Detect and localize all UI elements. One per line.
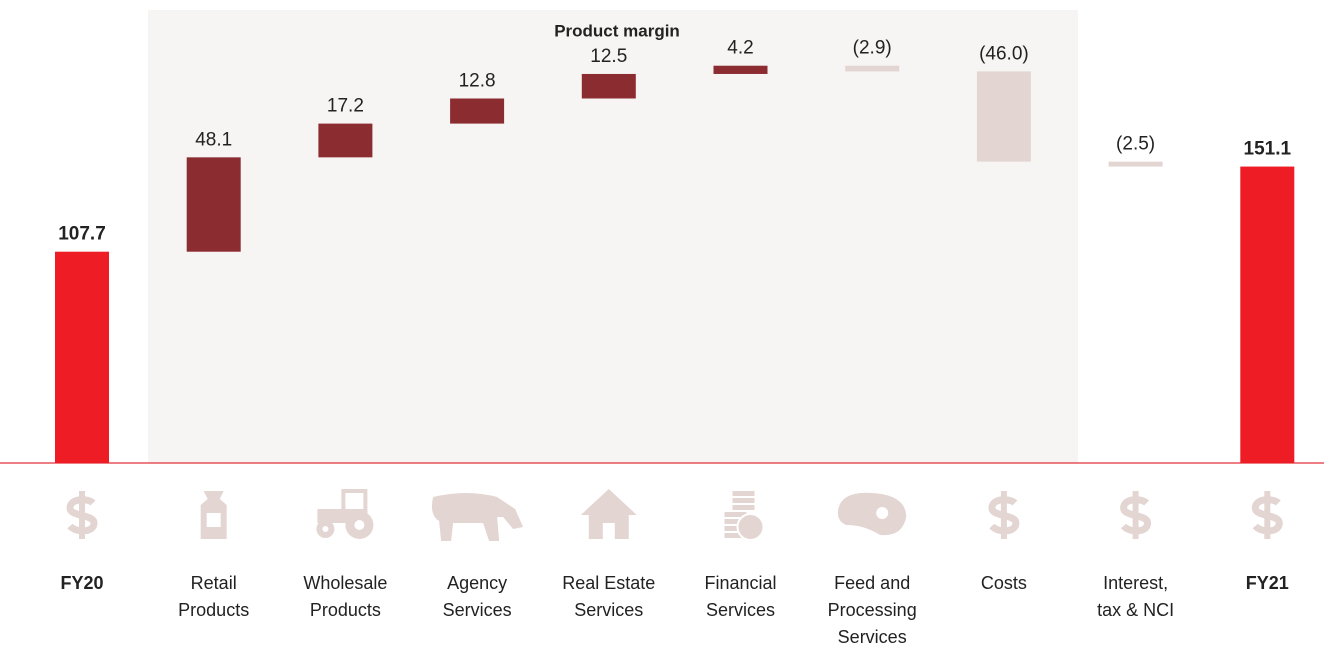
band-label: Product margin bbox=[554, 21, 680, 40]
value-label: (46.0) bbox=[979, 43, 1029, 64]
category-label: Financial Services bbox=[704, 573, 777, 620]
icon-shape bbox=[1132, 491, 1139, 539]
bar bbox=[1108, 161, 1163, 167]
category-label: Wholesale Products bbox=[303, 573, 388, 620]
bar bbox=[713, 65, 768, 74]
category-label: Agency Services bbox=[442, 573, 512, 620]
value-label: 107.7 bbox=[58, 224, 106, 245]
category-label: Real Estate Services bbox=[562, 573, 656, 620]
bar bbox=[845, 65, 900, 72]
icon-shape bbox=[876, 507, 889, 519]
category-label: Feed and Processing Services bbox=[827, 573, 917, 647]
icon-shape bbox=[724, 512, 747, 517]
value-label: 151.1 bbox=[1244, 139, 1292, 160]
icon-shape bbox=[602, 523, 615, 539]
icon-shape bbox=[732, 505, 755, 510]
icon-house bbox=[580, 489, 637, 539]
value-label: 12.8 bbox=[459, 70, 496, 91]
icon-dollar bbox=[66, 491, 98, 539]
bar bbox=[450, 98, 505, 124]
icon-shape bbox=[322, 526, 329, 532]
icon-shape bbox=[736, 513, 765, 541]
bar bbox=[1240, 166, 1295, 463]
icon-shape bbox=[1264, 491, 1271, 539]
value-label: 12.5 bbox=[590, 46, 627, 67]
category-label: FY20 bbox=[60, 573, 104, 593]
icon-shape bbox=[1000, 491, 1007, 539]
icon-cow bbox=[431, 493, 524, 541]
icon-shape bbox=[354, 520, 365, 530]
bar bbox=[55, 251, 109, 463]
icon-shape bbox=[580, 489, 637, 539]
value-label: (2.5) bbox=[1116, 134, 1155, 155]
icon-shape bbox=[341, 489, 368, 513]
value-label: 48.1 bbox=[195, 129, 232, 150]
bar bbox=[581, 73, 636, 99]
bar bbox=[318, 123, 373, 158]
icon-shape bbox=[732, 498, 755, 503]
icon-shape bbox=[79, 491, 85, 539]
icon-coins bbox=[724, 491, 765, 541]
icon-shape bbox=[732, 491, 755, 496]
icon-tractor bbox=[316, 489, 374, 539]
value-label: 17.2 bbox=[327, 96, 364, 117]
icon-bag bbox=[200, 491, 227, 539]
icon-shape bbox=[206, 513, 221, 527]
icon-dollar bbox=[1120, 491, 1152, 539]
value-label: 4.2 bbox=[727, 38, 753, 59]
category-label: FY21 bbox=[1245, 573, 1289, 593]
icon-shape bbox=[837, 492, 907, 536]
bar bbox=[976, 71, 1031, 162]
icon-dollar bbox=[1251, 491, 1283, 539]
icon-dollar bbox=[988, 491, 1020, 539]
category-label: Interest, tax & NCI bbox=[1097, 573, 1175, 620]
bar bbox=[186, 157, 241, 252]
icon-shape bbox=[724, 519, 747, 524]
category-label: Retail Products bbox=[178, 573, 250, 620]
category-label: Costs bbox=[980, 573, 1027, 593]
value-label: (2.9) bbox=[853, 38, 892, 59]
icon-shape bbox=[724, 533, 747, 538]
icon-steak bbox=[837, 492, 907, 536]
icon-shape bbox=[724, 526, 747, 531]
